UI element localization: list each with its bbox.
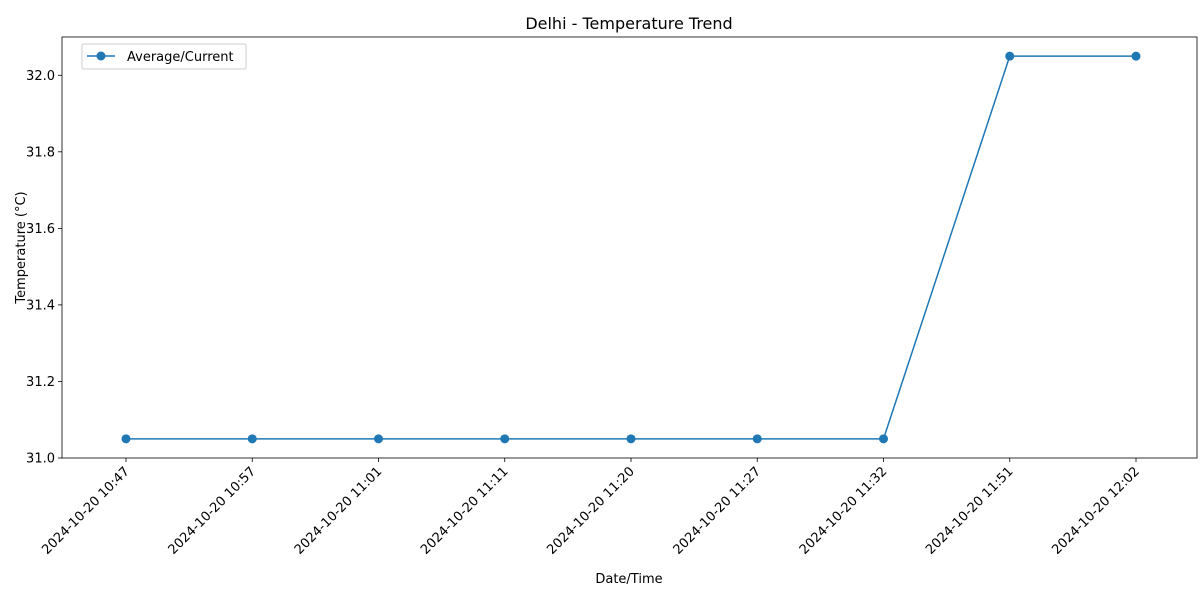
y-tick-label: 32.0 xyxy=(26,69,55,84)
y-tick-label: 31.2 xyxy=(26,375,55,390)
x-tick-label: 2024-10-20 10:47 xyxy=(39,464,132,557)
legend: Average/Current xyxy=(81,43,247,70)
legend-point-marker xyxy=(96,51,106,61)
y-tick-label: 31.4 xyxy=(26,298,55,313)
x-tick-label: 2024-10-20 12:02 xyxy=(1049,464,1142,557)
x-axis-label: Date/Time xyxy=(595,572,662,587)
data-point xyxy=(879,434,888,444)
plot-area-frame xyxy=(61,36,1198,459)
data-point xyxy=(374,434,383,444)
x-tick-label: 2024-10-20 11:01 xyxy=(292,464,385,557)
y-tick-label: 31.0 xyxy=(26,452,55,467)
data-point xyxy=(626,434,636,444)
legend-box xyxy=(81,43,247,70)
x-tick-label: 2024-10-20 11:32 xyxy=(797,464,890,557)
data-point xyxy=(247,434,257,444)
data-point xyxy=(752,434,762,444)
data-point xyxy=(121,434,131,444)
x-tick-label: 2024-10-20 11:51 xyxy=(923,464,1016,557)
y-axis-label: Temperature (°C) xyxy=(14,191,29,304)
y-tick-label: 31.8 xyxy=(26,145,55,160)
data-point xyxy=(1005,51,1015,61)
series-line-average-current xyxy=(126,55,1136,440)
data-point xyxy=(500,434,510,444)
y-tick-label: 31.6 xyxy=(26,222,55,237)
x-tick-label: 2024-10-20 10:57 xyxy=(166,464,259,557)
x-tick-label: 2024-10-20 11:11 xyxy=(418,464,511,557)
legend-entry-average-current: Average/Current xyxy=(127,50,234,65)
chart-title: Delhi - Temperature Trend xyxy=(525,14,732,33)
x-tick-label: 2024-10-20 11:20 xyxy=(544,464,637,557)
x-tick-label: 2024-10-20 11:27 xyxy=(671,464,764,557)
data-point xyxy=(1131,51,1141,61)
